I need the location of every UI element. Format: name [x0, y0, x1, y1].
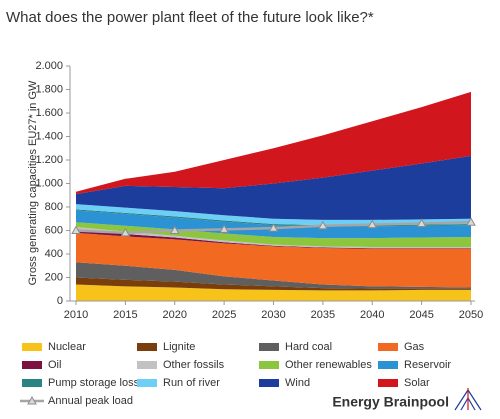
- legend-swatch: [137, 343, 157, 351]
- y-tick-label: 800: [45, 201, 63, 213]
- peak-load-marker: [71, 225, 81, 234]
- legend-label: Nuclear: [48, 341, 86, 353]
- x-tick-label: 2010: [64, 309, 88, 321]
- x-tick-label: 2040: [360, 309, 384, 321]
- legend-swatch: [22, 361, 42, 369]
- area: [76, 262, 471, 289]
- legend-swatch: [378, 343, 398, 351]
- area: [76, 232, 471, 288]
- legend-swatch: [259, 379, 279, 387]
- legend-swatch: [378, 379, 398, 387]
- area: [76, 284, 471, 301]
- area: [76, 210, 471, 239]
- y-tick-label: 200: [45, 271, 63, 283]
- x-tick-label: 2050: [459, 309, 483, 321]
- legend-label: Wind: [285, 377, 310, 389]
- x-tick-label: 2035: [311, 309, 335, 321]
- brand-logo: [454, 388, 482, 411]
- legend-label: Reservoir: [404, 359, 451, 371]
- legend-label: Other renewables: [285, 359, 372, 371]
- legend-swatch: [22, 343, 42, 351]
- peak-load-marker: [318, 220, 328, 230]
- x-tick-label: 2015: [113, 309, 137, 321]
- legend-swatch: [22, 379, 42, 387]
- y-tick-label: 400: [45, 248, 63, 260]
- brand-name: Energy Brainpool: [332, 394, 449, 410]
- legend-label: Other fossils: [163, 359, 225, 371]
- legend-label: Oil: [48, 359, 61, 371]
- legend-label: Solar: [404, 377, 430, 389]
- peak-load-marker: [219, 224, 229, 233]
- y-tick-label: 1.000: [35, 177, 63, 189]
- y-tick-label: 2.000: [35, 60, 63, 72]
- peak-load-marker: [120, 227, 131, 237]
- area: [76, 155, 471, 220]
- peak-load-marker: [416, 218, 427, 227]
- legend-label: Lignite: [163, 341, 195, 353]
- y-tick-label: 1.600: [35, 107, 63, 119]
- y-tick-label: 1.400: [35, 130, 63, 142]
- legend-swatch: [27, 395, 37, 405]
- legend-label: Hard coal: [285, 341, 332, 353]
- legend-label: Gas: [404, 341, 425, 353]
- peak-load-marker: [367, 219, 378, 229]
- y-tick-label: 0: [57, 295, 63, 307]
- x-tick-label: 2045: [409, 309, 433, 321]
- legend-label: Pump storage losses: [48, 377, 151, 389]
- x-tick-label: 2025: [212, 309, 236, 321]
- y-axis-label: Gross generating capacities EU27* in GW: [27, 80, 39, 285]
- y-tick-label: 1.200: [35, 154, 63, 166]
- y-tick-label: 1.800: [35, 83, 63, 95]
- area: [76, 277, 471, 291]
- legend-label: Annual peak load: [48, 395, 133, 407]
- x-tick-label: 2030: [261, 309, 285, 321]
- x-tick-label: 2020: [163, 309, 187, 321]
- peak-load-marker: [268, 223, 279, 232]
- legend-swatch: [259, 361, 279, 369]
- area: [76, 209, 471, 227]
- legend-swatch: [378, 361, 398, 369]
- legend-swatch: [259, 343, 279, 351]
- legend-swatch: [137, 379, 157, 387]
- area: [76, 91, 471, 195]
- chart-title: What does the power plant fleet of the f…: [6, 9, 374, 26]
- legend-swatch: [137, 361, 157, 369]
- peak-load-marker: [466, 217, 476, 226]
- peak-load-marker: [169, 225, 180, 234]
- y-tick-label: 600: [45, 224, 63, 236]
- area: [76, 222, 471, 247]
- legend-label: Run of river: [163, 377, 220, 389]
